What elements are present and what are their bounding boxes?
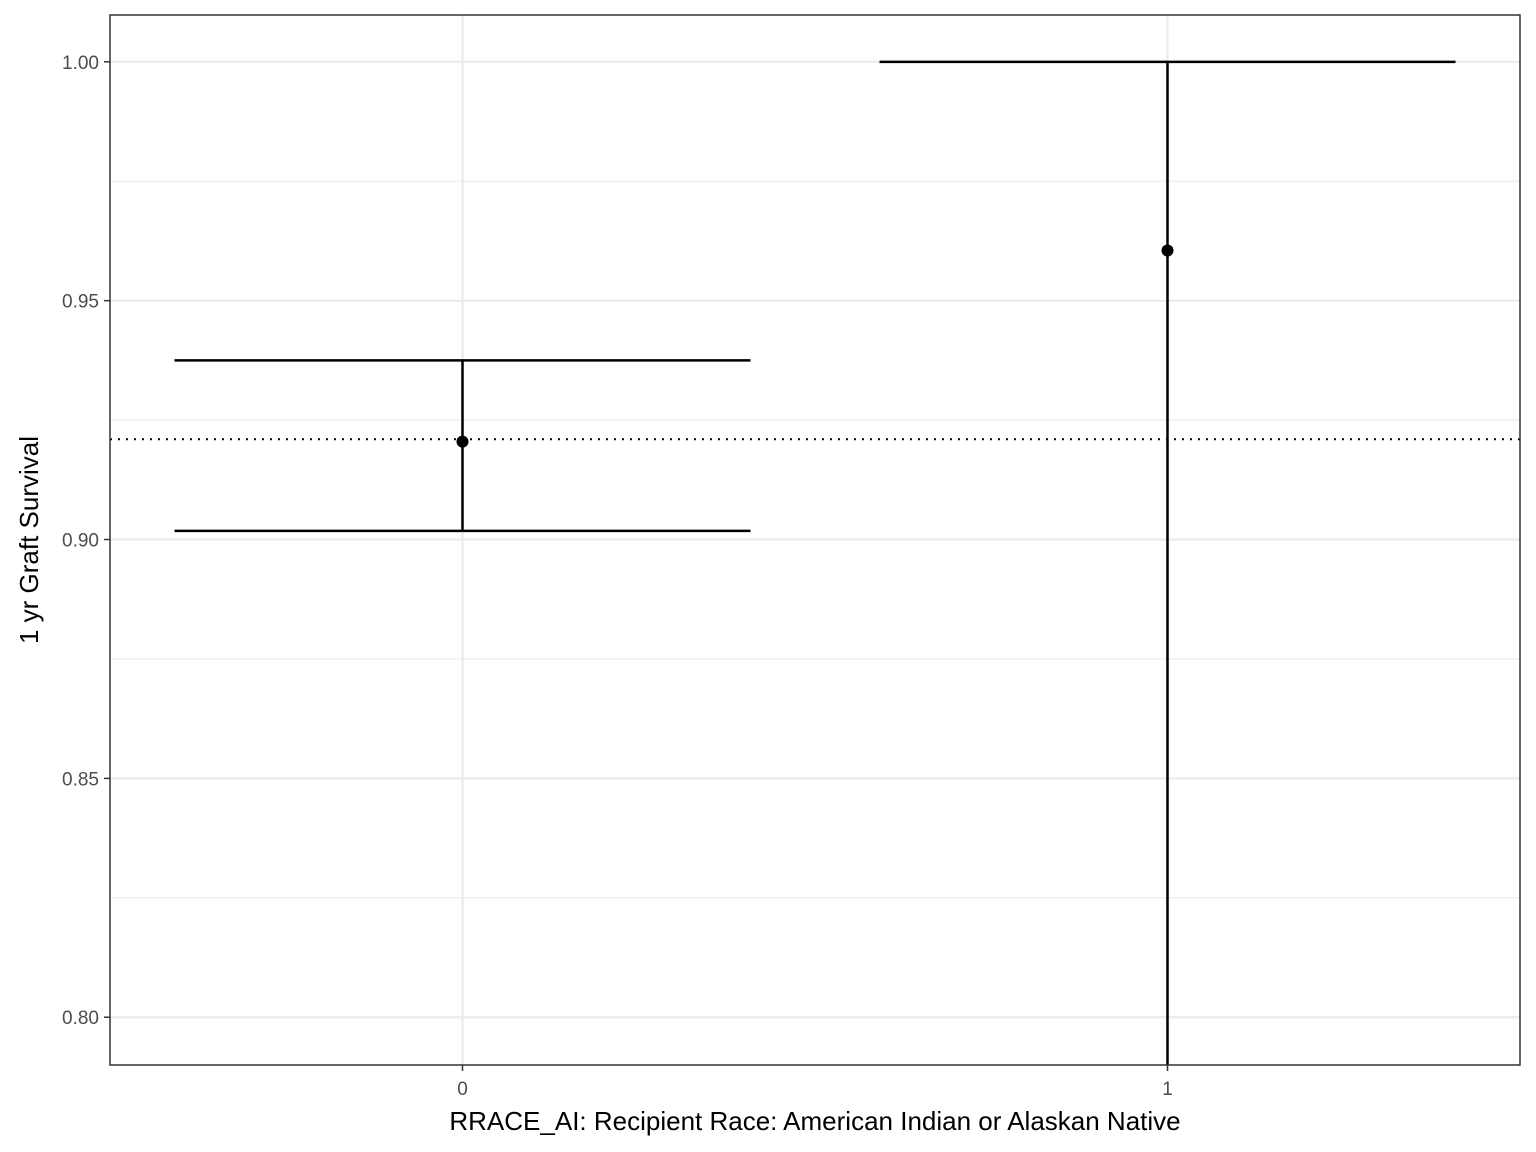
point-estimate bbox=[1161, 244, 1174, 257]
point-estimate bbox=[456, 435, 469, 448]
y-tick-label: 0.90 bbox=[62, 531, 99, 552]
y-axis-title: 1 yr Graft Survival bbox=[14, 436, 44, 644]
y-tick-label: 1.00 bbox=[62, 53, 99, 74]
x-tick-label: 1 bbox=[1162, 1079, 1173, 1100]
error-bar-group-1 bbox=[879, 60, 1456, 1065]
error-bar-group-0 bbox=[174, 359, 751, 533]
y-tick-label: 0.80 bbox=[62, 1008, 99, 1029]
y-tick-label: 0.95 bbox=[62, 292, 99, 313]
axes: 0.80 0.85 0.90 0.95 1.00 0 1 bbox=[62, 53, 1173, 1100]
x-tick-label: 0 bbox=[457, 1079, 468, 1100]
error-bar-layer bbox=[174, 60, 1456, 1065]
x-axis-title: RRACE_AI: Recipient Race: American India… bbox=[449, 1106, 1180, 1136]
y-tick-label: 0.85 bbox=[62, 769, 99, 790]
